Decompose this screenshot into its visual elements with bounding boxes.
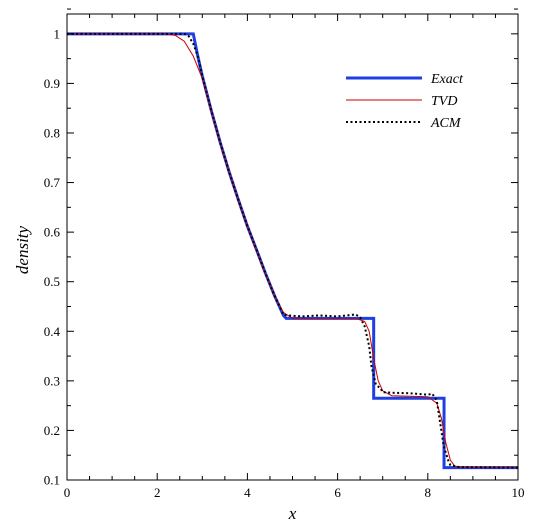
y-tick-label: 0.4 bbox=[44, 324, 61, 339]
series-line-acm bbox=[67, 32, 519, 469]
x-tick-label: 8 bbox=[425, 485, 432, 500]
x-tick-label: 4 bbox=[244, 485, 251, 500]
y-tick-label: 0.5 bbox=[44, 274, 60, 289]
x-tick-label: 6 bbox=[334, 485, 341, 500]
y-tick-label: 0.3 bbox=[44, 373, 60, 388]
y-tick-label: 0.2 bbox=[44, 423, 60, 438]
x-tick-label: 10 bbox=[512, 485, 525, 500]
series-layer bbox=[67, 32, 519, 470]
y-axis-title: density bbox=[13, 225, 32, 274]
y-tick-label: 0.6 bbox=[44, 225, 61, 240]
ticks-layer: 0 2 4 6 8 10 0.1 0.2 0.3 0.4 0.5 0.6 0.7 0.8 0.9 1 bbox=[44, 8, 525, 500]
x-tick-label: 2 bbox=[154, 485, 161, 500]
y-tick-label: 0.9 bbox=[44, 76, 60, 91]
y-tick-label: 0.8 bbox=[44, 125, 60, 140]
legend-label-acm: ACM bbox=[430, 116, 462, 131]
y-tick-label: 0.1 bbox=[44, 473, 60, 488]
legend-label-exact: Exact bbox=[430, 72, 464, 87]
legend: Exact TVD ACM bbox=[346, 72, 464, 131]
y-tick-label: 0.7 bbox=[44, 175, 61, 190]
x-tick-label: 0 bbox=[64, 485, 71, 500]
legend-label-tvd: TVD bbox=[431, 94, 457, 109]
x-axis-title: x bbox=[288, 504, 297, 523]
y-tick-label: 1 bbox=[54, 26, 61, 41]
